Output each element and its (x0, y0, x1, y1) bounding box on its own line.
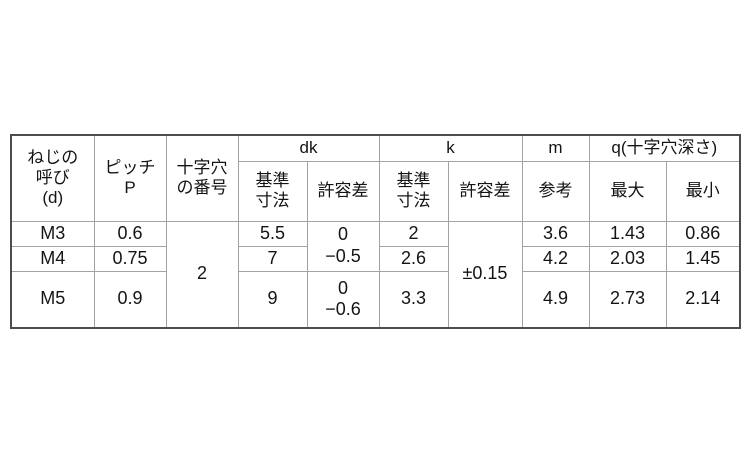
cell-m3-pitch: 0.6 (93, 220, 167, 247)
cell-m4-q-min: 1.45 (665, 245, 741, 272)
header-recess-number: 十字穴 の番号 (165, 134, 239, 222)
cell-k-tolerance-all: ±0.15 (447, 220, 523, 329)
header-dk: dk (237, 134, 380, 162)
cell-m3-q-min: 0.86 (665, 220, 741, 247)
header-row-sub: 基準 寸法 許容差 基準 寸法 許容差 参考 最大 最小 (11, 160, 741, 222)
table-row-m5: M5 0.9 9 0 −0.6 3.3 4.9 2.73 2.14 (10, 270, 741, 329)
header-m: m (521, 134, 590, 162)
cell-m3-q-max: 1.43 (588, 220, 667, 247)
header-screw-nominal: ねじの 呼び (d) (10, 134, 95, 222)
cell-m5-k-basic: 3.3 (378, 270, 449, 329)
cell-m4-k-basic: 2.6 (378, 245, 449, 272)
header-k-tolerance: 許容差 (447, 160, 523, 222)
table-row-m4: M4 0.75 7 2.6 4.2 2.03 1.45 (10, 245, 741, 272)
cell-m5-q-max: 2.73 (588, 270, 667, 329)
header-dk-tolerance: 許容差 (306, 160, 380, 222)
cell-m5-pitch: 0.9 (93, 270, 167, 329)
header-q-min: 最小 (665, 160, 741, 222)
header-k: k (378, 134, 523, 162)
cell-m3-name: M3 (10, 220, 95, 247)
cell-m5-dk-basic: 9 (237, 270, 308, 329)
table-row-m3: M3 0.6 2 5.5 0 −0.5 2 ±0.15 3.6 1.43 0.8… (10, 220, 741, 329)
cell-m4-dk-basic: 7 (237, 245, 308, 272)
screw-spec-table: ねじの 呼び (d) ピッチ P 十字穴 の番号 dk k m q(十字穴深さ)… (10, 134, 741, 329)
cell-recess-number-value: 2 (165, 220, 239, 329)
header-pitch: ピッチ P (93, 134, 167, 222)
header-q-recess-depth: q(十字穴深さ) (588, 134, 741, 162)
header-row-top: ねじの 呼び (d) ピッチ P 十字穴 の番号 dk k m q(十字穴深さ) (10, 134, 741, 222)
cell-m5-q-min: 2.14 (665, 270, 741, 329)
cell-m5-name: M5 (10, 270, 95, 329)
header-m-reference: 参考 (521, 160, 590, 222)
cell-m3-dk-basic: 5.5 (237, 220, 308, 247)
header-k-basic-dim: 基準 寸法 (378, 160, 449, 222)
cell-dk-tolerance-m3-m4: 0 −0.5 (306, 220, 380, 272)
cell-dk-tolerance-m5: 0 −0.6 (306, 270, 380, 329)
cell-m4-name: M4 (10, 245, 95, 272)
cell-m4-m-reference: 4.2 (521, 245, 590, 272)
cell-m4-pitch: 0.75 (93, 245, 167, 272)
header-q-max: 最大 (588, 160, 667, 222)
cell-m3-k-basic: 2 (378, 220, 449, 247)
cell-m3-m-reference: 3.6 (521, 220, 590, 247)
cell-m4-q-max: 2.03 (588, 245, 667, 272)
header-dk-basic-dim: 基準 寸法 (237, 160, 308, 222)
cell-m5-m-reference: 4.9 (521, 270, 590, 329)
